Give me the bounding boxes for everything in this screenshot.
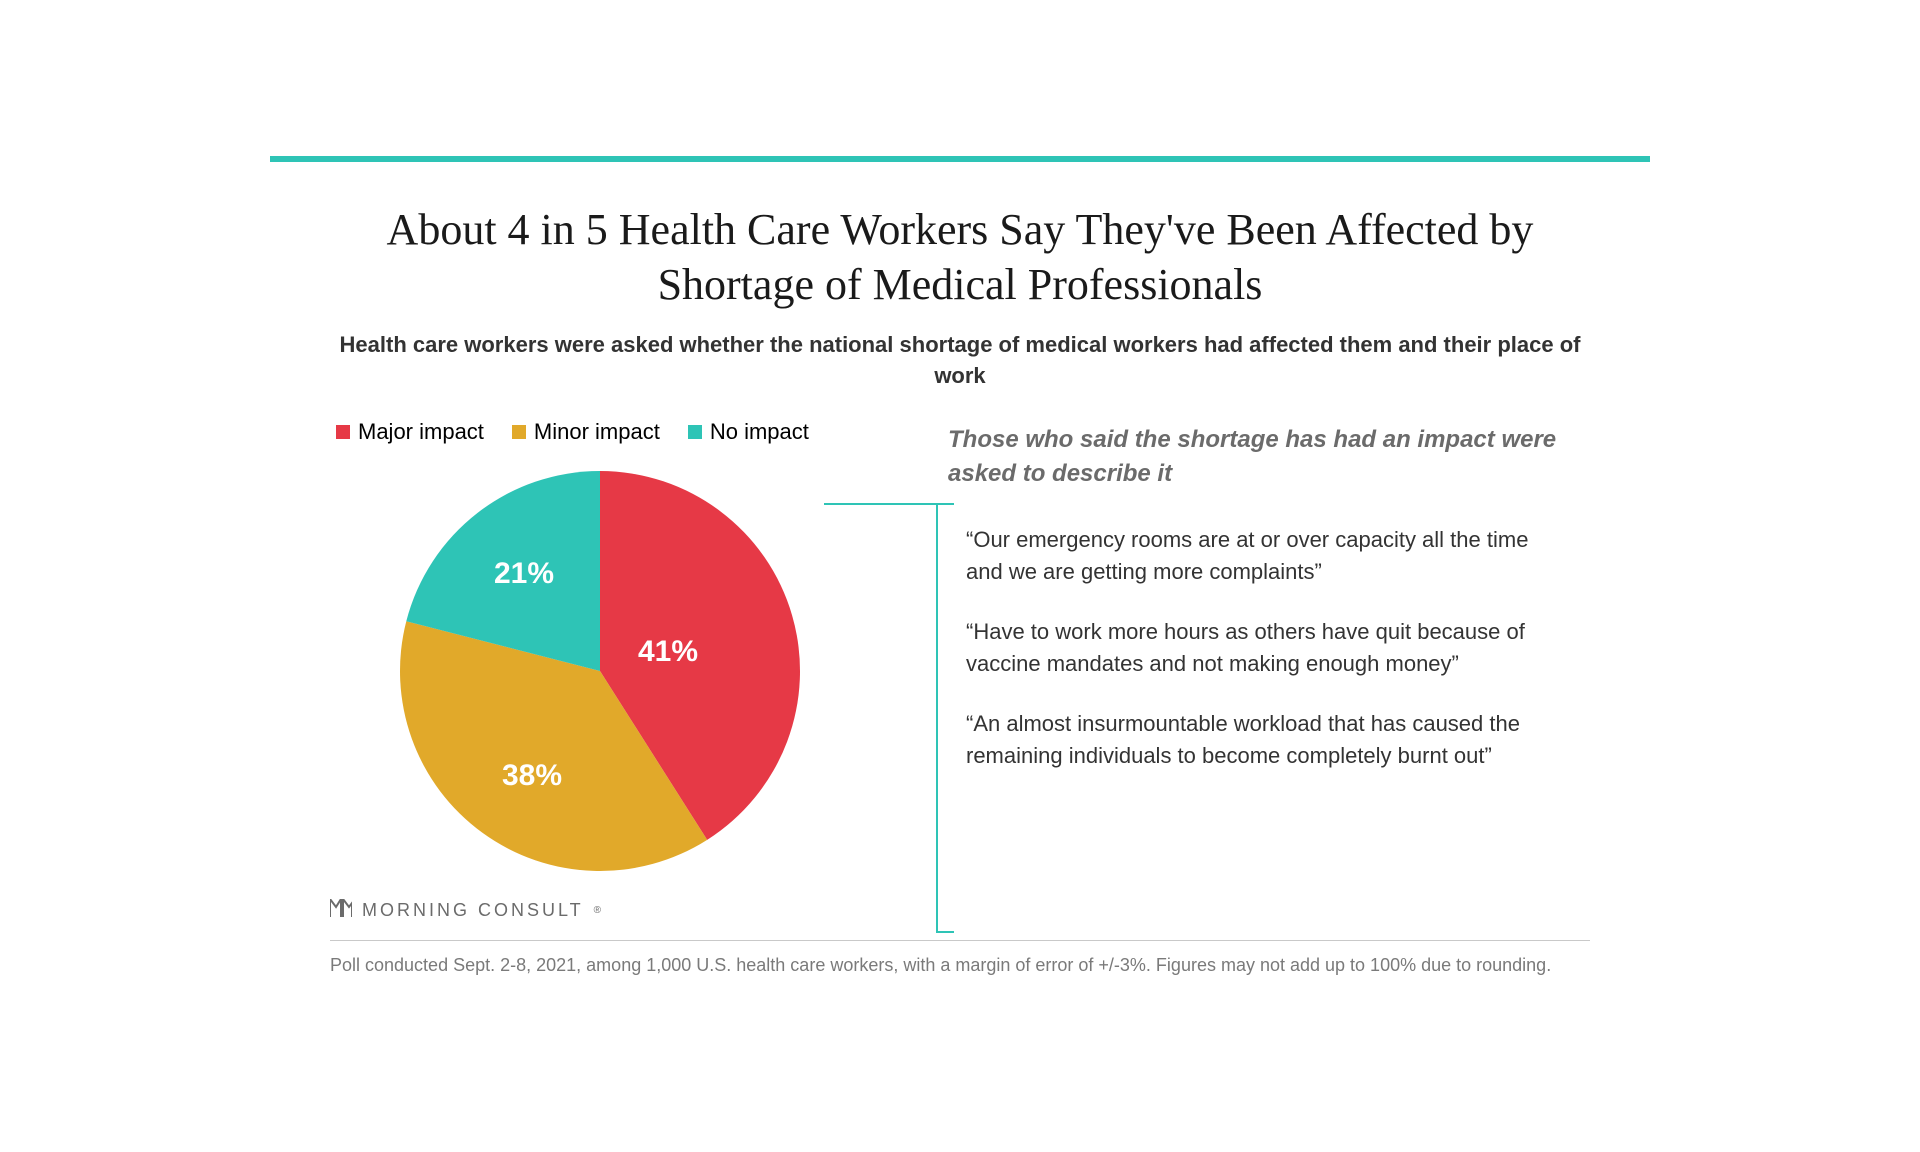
legend-swatch xyxy=(512,425,526,439)
brand-trademark: ® xyxy=(594,905,601,916)
legend-item: Minor impact xyxy=(512,419,660,445)
legend-item: Major impact xyxy=(336,419,484,445)
headline: About 4 in 5 Health Care Workers Say The… xyxy=(330,202,1590,312)
legend-swatch xyxy=(688,425,702,439)
footnote: Poll conducted Sept. 2-8, 2021, among 1,… xyxy=(330,955,1590,976)
slice-label-major: 41% xyxy=(638,635,698,669)
legend-label: Minor impact xyxy=(534,419,660,445)
pie-chart: 41% 38% 21% xyxy=(390,461,810,881)
brand-mark-icon xyxy=(330,899,352,922)
quote-text: “Have to work more hours as others have … xyxy=(966,616,1566,680)
legend-label: No impact xyxy=(710,419,809,445)
legend: Major impact Minor impact No impact xyxy=(336,419,890,445)
chart-column: Major impact Minor impact No impact 41% … xyxy=(330,419,890,881)
legend-label: Major impact xyxy=(358,419,484,445)
quote-text: “An almost insurmountable workload that … xyxy=(966,708,1566,772)
infographic-card: About 4 in 5 Health Care Workers Say The… xyxy=(270,156,1650,997)
brand-text: MORNING CONSULT xyxy=(362,900,584,921)
slice-label-none: 21% xyxy=(494,557,554,591)
quote-text: “Our emergency rooms are at or over capa… xyxy=(966,524,1566,588)
legend-item: No impact xyxy=(688,419,809,445)
legend-swatch xyxy=(336,425,350,439)
slice-label-minor: 38% xyxy=(502,759,562,793)
divider xyxy=(330,940,1590,941)
callout-connector xyxy=(824,503,936,505)
subheadline: Health care workers were asked whether t… xyxy=(330,330,1590,392)
content-row: Major impact Minor impact No impact 41% … xyxy=(330,419,1590,881)
brand-logo: MORNING CONSULT ® xyxy=(330,899,1590,922)
quote-intro: Those who said the shortage has had an i… xyxy=(948,423,1590,490)
quotes-column: Those who said the shortage has had an i… xyxy=(930,419,1590,800)
callout-bracket xyxy=(936,503,954,933)
